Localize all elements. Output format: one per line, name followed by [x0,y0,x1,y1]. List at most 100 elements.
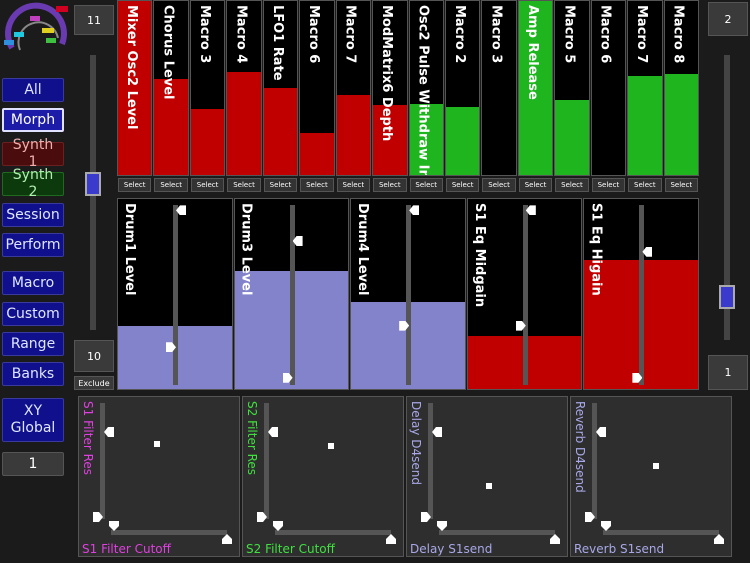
select-button[interactable]: Select [518,178,553,192]
range-high[interactable] [176,205,186,216]
x-range-thumb[interactable] [437,521,447,531]
select-button[interactable]: Select [154,178,188,192]
select-button[interactable]: Select [227,178,261,192]
y-range-thumb[interactable] [268,427,278,437]
select-button[interactable]: Select [591,178,626,192]
x-range-thumb[interactable] [109,521,119,531]
y-range-track [592,403,597,519]
fader-label: Drum1 Level [122,203,137,296]
fader[interactable]: Drum3 Level [233,198,350,390]
fader[interactable]: Macro 4 [226,0,262,176]
x-range-thumb[interactable] [601,521,611,531]
fader-fill [555,100,589,175]
y-range-thumb[interactable] [432,427,442,437]
sidebar-button[interactable]: All [2,78,64,102]
select-button[interactable]: Select [373,178,407,192]
x-range-thumb[interactable] [550,534,560,544]
exclude-button[interactable]: Exclude [74,376,114,390]
y-range-track [100,403,105,519]
fader[interactable]: LFO1 Rate [262,0,299,176]
fader[interactable]: Amp Release [517,0,554,176]
sidebar-button[interactable]: Synth 1 [2,137,64,170]
select-button[interactable]: Select [190,178,225,192]
fader[interactable]: Drum1 Level [117,198,233,390]
sidebar-button[interactable]: Morph [2,108,64,132]
fader[interactable]: ModMatrix6 Depth [372,0,408,176]
slider-top-value[interactable]: 2 [708,2,748,36]
range-low[interactable] [166,342,176,353]
range-low[interactable] [632,372,643,383]
x-range-thumb[interactable] [386,534,396,544]
fader-label: Macro 6 [306,5,322,64]
slider-thumb[interactable] [85,172,101,197]
range-high[interactable] [525,205,536,216]
fader[interactable]: S1 Eq Higain [583,198,699,390]
sidebar-button[interactable]: XY Global [2,398,64,442]
select-button[interactable]: Select [336,178,371,192]
select-button[interactable]: Select [118,178,152,192]
fader[interactable]: Macro 6 [590,0,627,176]
slider-bottom-value[interactable]: 1 [708,355,748,390]
select-button[interactable]: Select [482,178,516,192]
fader[interactable]: Macro 6 [299,0,335,176]
fader[interactable]: Macro 7 [335,0,372,176]
sidebar-button[interactable]: Custom [2,302,64,326]
fader[interactable]: Chorus Level [153,0,189,176]
x-axis-label: Reverb S1send [574,542,665,556]
fader-label: S1 Eq Midgain [471,203,487,308]
xy-pad[interactable]: S1 Filter Res S1 Filter Cutoff [78,396,240,557]
select-button[interactable]: Select [628,178,662,192]
y-range-thumb[interactable] [596,427,606,437]
sidebar-button[interactable]: Range [2,332,64,356]
slider-thumb[interactable] [719,285,735,310]
select-button[interactable]: Select [300,178,334,192]
sidebar-button[interactable]: Macro [2,271,64,295]
sidebar-button[interactable]: Banks [2,362,64,386]
select-button[interactable]: Select [445,178,480,192]
x-range-thumb[interactable] [273,521,283,531]
fader-label: Drum3 Level [238,203,254,296]
sidebar-button[interactable]: Perform [2,233,64,257]
y-range-thumb[interactable] [421,512,431,522]
fader[interactable]: Macro 3 [189,0,226,176]
fader-fill [336,94,371,175]
select-button[interactable]: Select [263,178,298,192]
xy-pad[interactable]: Reverb D4send Reverb S1send [570,396,732,557]
fader[interactable]: S1 Eq Midgain [466,198,583,390]
range-high[interactable] [409,205,420,216]
sidebar-button[interactable]: Synth 2 [2,167,64,200]
fader[interactable]: Macro 7 [627,0,663,176]
sidebar-button[interactable]: 1 [2,452,64,476]
select-button[interactable]: Select [664,178,698,192]
fader[interactable]: Macro 5 [554,0,590,176]
select-button[interactable]: Select [555,178,589,192]
x-range-track [111,530,227,535]
fader[interactable]: Macro 3 [481,0,517,176]
fader[interactable]: Osc2 Pulse Withdraw Index [408,0,444,176]
fader-fill [227,72,261,175]
fader[interactable]: Macro 2 [444,0,481,176]
fader[interactable]: Macro 8 [663,0,699,176]
slider-top-value[interactable]: 11 [74,5,114,35]
fader-label: Drum4 Level [355,203,371,296]
y-range-thumb[interactable] [93,512,103,522]
range-low[interactable] [282,372,293,383]
xy-pad[interactable]: S2 Filter Res S2 Filter Cutoff [242,396,404,557]
y-range-thumb[interactable] [585,512,595,522]
fader[interactable]: Mixer Osc2 Level [117,0,153,176]
sidebar-button[interactable]: Session [2,203,64,227]
x-range-thumb[interactable] [222,534,232,544]
select-button[interactable]: Select [409,178,443,192]
range-low[interactable] [515,320,526,331]
fader[interactable]: Drum4 Level [350,198,466,390]
y-range-thumb[interactable] [104,427,114,437]
y-range-thumb[interactable] [257,512,267,522]
range-high[interactable] [642,246,653,257]
range-low[interactable] [399,320,410,331]
xy-pad[interactable]: Delay D4send Delay S1send [406,396,568,557]
range-high[interactable] [292,236,303,246]
fader-fill [628,75,662,175]
fader-fill [154,79,188,175]
x-range-thumb[interactable] [714,534,724,544]
slider-bottom-value[interactable]: 10 [74,340,114,372]
